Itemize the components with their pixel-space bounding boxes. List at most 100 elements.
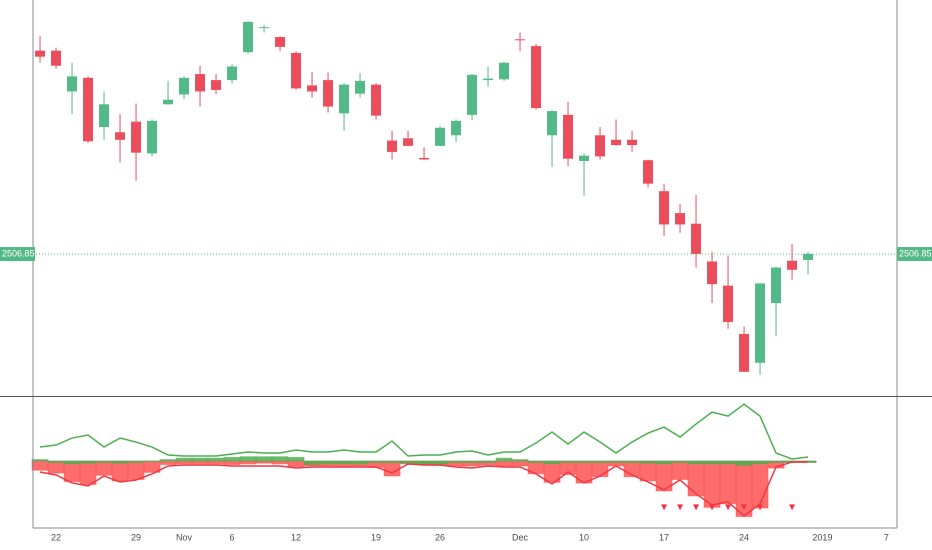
- histogram-bar: [175, 457, 193, 462]
- candle-body: [803, 253, 814, 260]
- histogram-bar: [207, 457, 225, 462]
- histogram-bar: [287, 456, 305, 462]
- candle-body: [771, 267, 782, 304]
- candle-body: [739, 334, 750, 372]
- candle-body: [579, 155, 590, 161]
- histogram-bar: [575, 460, 593, 463]
- histogram-bar: [95, 460, 113, 463]
- histogram-bar: [351, 460, 369, 465]
- histogram-bar: [127, 460, 145, 481]
- histogram-bar: [751, 460, 769, 465]
- x-tick-label: 17: [659, 532, 669, 542]
- indicator-line: [39, 461, 809, 517]
- candle-body: [435, 127, 446, 146]
- candle-body: [707, 261, 718, 285]
- histogram-bar: [239, 456, 257, 462]
- histogram-bar: [335, 460, 353, 465]
- last-price-label: 2506.85: [2, 248, 35, 258]
- candle-body: [675, 213, 686, 225]
- histogram-bar: [687, 460, 705, 497]
- histogram-bar: [431, 460, 449, 465]
- signal-marker: [757, 504, 764, 511]
- signal-marker: [725, 504, 732, 511]
- histogram-bar: [367, 460, 385, 463]
- candle-body: [323, 80, 334, 107]
- candle-body: [659, 191, 670, 225]
- histogram-bar: [415, 460, 433, 465]
- histogram-bar: [607, 460, 625, 463]
- histogram-bar: [591, 460, 609, 463]
- candle-body: [387, 140, 398, 152]
- histogram-bar: [495, 460, 513, 467]
- candle-body: [547, 111, 558, 136]
- histogram-bar: [719, 460, 737, 505]
- signal-marker: [693, 504, 700, 511]
- candle-body: [259, 27, 270, 29]
- candle-body: [371, 84, 382, 116]
- candle-body: [51, 50, 62, 66]
- candle-body: [723, 285, 734, 322]
- x-tick-label: 7: [884, 532, 889, 542]
- histogram-bar: [463, 460, 481, 463]
- x-tick-label: 6: [230, 532, 235, 542]
- candle-body: [403, 138, 414, 146]
- candle-body: [595, 135, 606, 157]
- histogram-bar: [159, 459, 177, 462]
- x-tick-label: 12: [291, 532, 301, 542]
- histogram-bar: [31, 459, 49, 462]
- candle-body: [531, 46, 542, 109]
- histogram-bar: [255, 456, 273, 462]
- candle-body: [611, 139, 622, 146]
- x-tick-label: 19: [371, 532, 381, 542]
- histogram-bar: [287, 460, 305, 468]
- histogram-bar: [383, 460, 401, 463]
- candle-body: [115, 132, 126, 140]
- x-tick-label: Nov: [176, 532, 193, 542]
- histogram-bar: [639, 460, 657, 482]
- candle-body: [195, 74, 206, 92]
- candle-body: [307, 85, 318, 92]
- histogram-bar: [127, 460, 145, 463]
- histogram-bar: [399, 460, 417, 464]
- histogram-bar: [47, 460, 65, 463]
- candle-body: [67, 76, 78, 92]
- signal-marker: [789, 504, 796, 511]
- histogram-bar: [143, 460, 161, 463]
- histogram-bar: [591, 460, 609, 478]
- histogram-bar: [79, 460, 97, 486]
- histogram-bar: [223, 460, 241, 466]
- candle-body: [355, 80, 366, 94]
- histogram-bar: [111, 460, 129, 482]
- histogram-bar: [111, 460, 129, 464]
- histogram-bar: [79, 460, 97, 464]
- histogram-bar: [671, 460, 689, 463]
- candle-body: [99, 104, 110, 127]
- candle-body: [691, 223, 702, 254]
- candle-body: [515, 39, 526, 41]
- candle-body: [275, 37, 286, 47]
- histogram-bar: [63, 460, 81, 465]
- histogram-bar: [479, 460, 497, 463]
- x-tick-label: 2019: [812, 532, 832, 542]
- histogram-bar: [735, 460, 753, 466]
- candle-body: [227, 66, 238, 81]
- signal-marker: [661, 504, 668, 511]
- histogram-bar: [303, 460, 321, 466]
- x-tick-label: 29: [131, 532, 141, 542]
- candle-body: [563, 114, 574, 159]
- x-tick-label: 22: [51, 532, 61, 542]
- x-tick-label: 10: [579, 532, 589, 542]
- histogram-bar: [511, 459, 529, 462]
- candle-body: [131, 121, 142, 153]
- histogram-bar: [719, 460, 737, 465]
- histogram-bar: [31, 460, 49, 471]
- candle-body: [419, 157, 430, 160]
- candle-body: [291, 52, 302, 89]
- candle-body: [755, 283, 766, 363]
- histogram-bar: [223, 456, 241, 462]
- histogram-bar: [191, 457, 209, 462]
- candle-body: [147, 120, 158, 154]
- candle-body: [627, 139, 638, 146]
